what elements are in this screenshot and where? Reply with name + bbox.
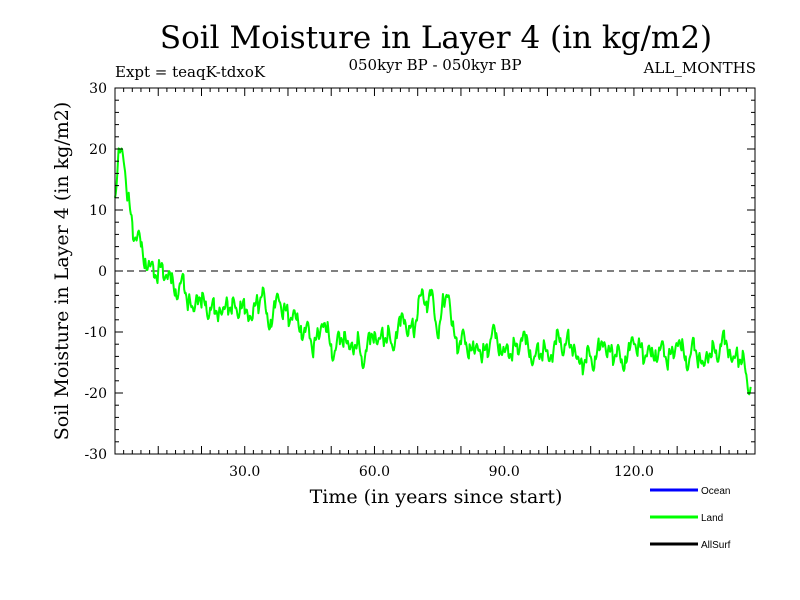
legend-label-allsurf: AllSurf — [701, 540, 731, 551]
legend: Ocean Land AllSurf — [650, 486, 731, 551]
series-line-land — [114, 147, 752, 396]
experiment-label: Expt = teaqK-tdxoK — [115, 63, 266, 81]
chart-title: Soil Moisture in Layer 4 (in kg/m2) — [160, 20, 712, 56]
y-axis-label: Soil Moisture in Layer 4 (in kg/m2) — [51, 102, 73, 441]
x-tick-label: 90.0 — [489, 464, 520, 480]
axis-ticks — [115, 87, 756, 455]
x-tick-label: 30.0 — [229, 464, 260, 480]
series-layer — [114, 147, 752, 396]
legend-label-land: Land — [701, 513, 723, 524]
y-tick-labels: -30 -20 -10 0 10 20 30 — [84, 81, 107, 463]
months-label: ALL_MONTHS — [643, 59, 756, 77]
y-tick-label: -10 — [84, 325, 107, 341]
y-tick-label: 30 — [89, 81, 107, 97]
x-axis-label: Time (in years since start) — [310, 486, 563, 508]
period-label: 050kyr BP - 050kyr BP — [348, 56, 521, 74]
y-tick-label: 20 — [89, 142, 107, 158]
y-tick-label: -30 — [84, 447, 107, 463]
x-tick-labels: 30.0 60.0 90.0 120.0 — [229, 464, 654, 480]
x-tick-label: 60.0 — [359, 464, 390, 480]
legend-label-ocean: Ocean — [701, 486, 730, 497]
x-tick-label: 120.0 — [614, 464, 654, 480]
y-tick-label: -20 — [84, 386, 107, 402]
y-tick-label: 0 — [98, 264, 107, 280]
y-tick-label: 10 — [89, 203, 107, 219]
